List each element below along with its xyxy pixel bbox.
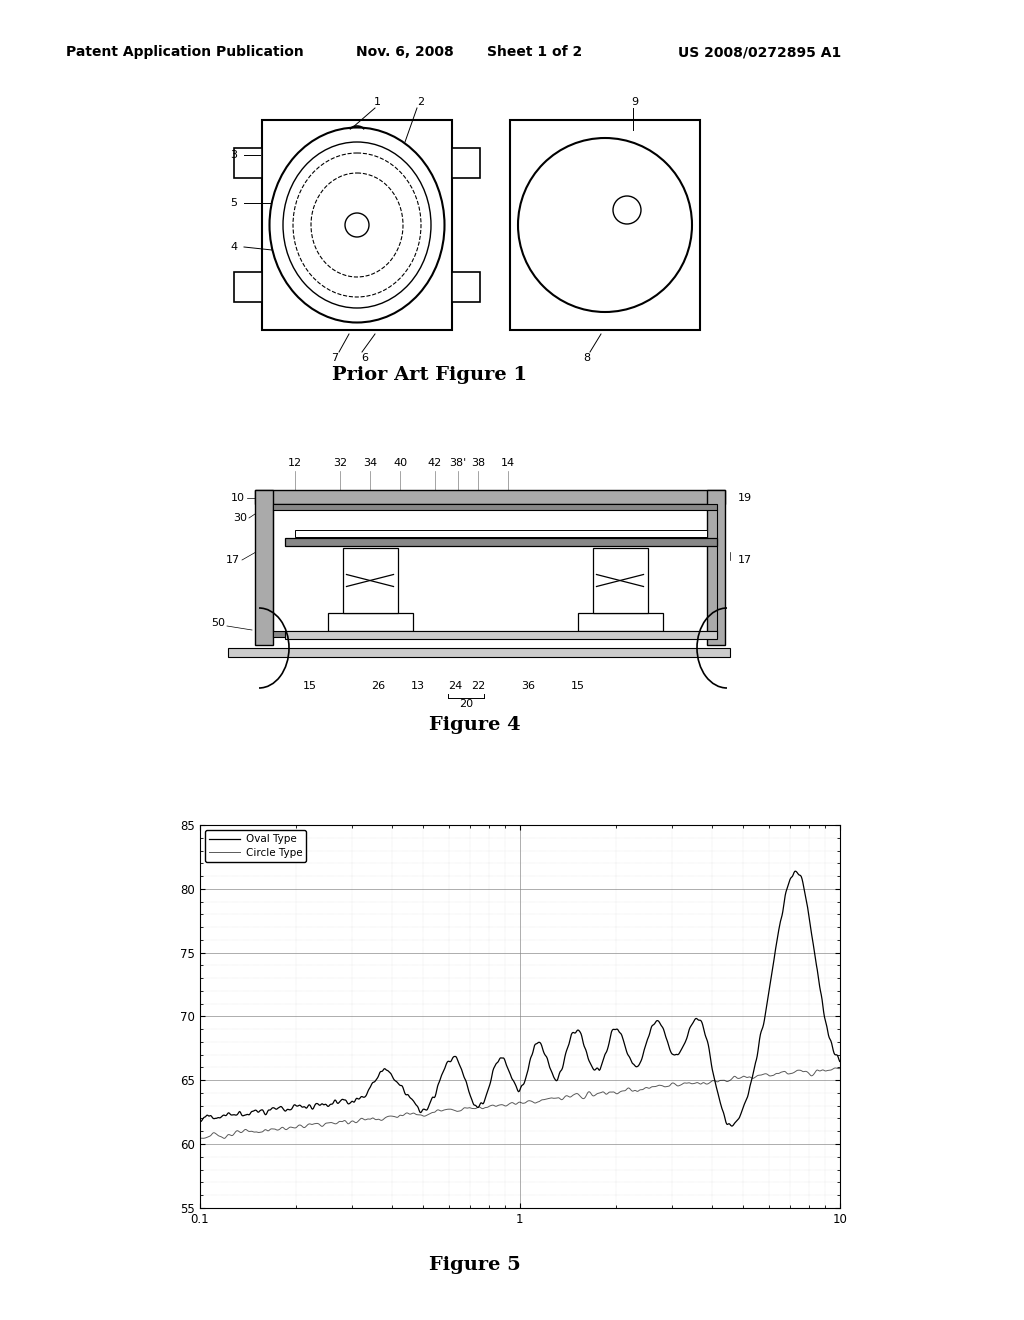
Oval Type — [834, 1053, 846, 1069]
Bar — [328, 612, 413, 631]
Bar — [452, 272, 480, 302]
Circle Type — [566, 1088, 579, 1104]
Text: 10: 10 — [231, 492, 245, 503]
Bar — [707, 490, 725, 645]
Text: 22: 22 — [471, 681, 485, 690]
Text: 50: 50 — [211, 618, 225, 628]
Text: 3: 3 — [230, 150, 238, 160]
Text: 38: 38 — [471, 458, 485, 469]
Oval Type — [745, 1072, 758, 1088]
Oval Type — [790, 863, 802, 879]
Text: 40: 40 — [393, 458, 408, 469]
Line: Circle Type: Circle Type — [200, 1068, 840, 1138]
Oval Type — [601, 1041, 613, 1057]
Text: 30: 30 — [233, 513, 247, 523]
Text: 26: 26 — [371, 681, 385, 690]
Circle Type — [834, 1061, 846, 1077]
Text: 8: 8 — [584, 352, 591, 363]
Bar — [510, 120, 700, 330]
Text: Patent Application Publication: Patent Application Publication — [67, 45, 304, 59]
Text: 38': 38' — [450, 458, 467, 469]
Oval Type — [565, 1027, 578, 1043]
Line: Oval Type: Oval Type — [200, 871, 840, 1126]
Bar — [285, 539, 717, 546]
Circle Type — [680, 1076, 692, 1092]
Text: Sheet 1 of 2: Sheet 1 of 2 — [487, 45, 583, 59]
Bar — [342, 548, 397, 612]
Circle shape — [518, 139, 692, 312]
Text: 32: 32 — [333, 458, 347, 469]
Circle Type — [745, 1071, 758, 1086]
Text: Figure 5: Figure 5 — [429, 1257, 521, 1274]
Text: 20: 20 — [459, 700, 473, 709]
Bar — [285, 631, 717, 639]
Circle Type — [233, 1125, 246, 1140]
Oval Type — [194, 1114, 206, 1130]
Text: 2: 2 — [418, 96, 425, 107]
Text: 14: 14 — [501, 458, 515, 469]
Text: Nov. 6, 2008: Nov. 6, 2008 — [356, 45, 454, 59]
Bar — [593, 548, 647, 612]
Bar — [255, 490, 273, 645]
Circle Type — [194, 1130, 206, 1146]
Bar — [255, 490, 725, 504]
Text: US 2008/0272895 A1: US 2008/0272895 A1 — [678, 45, 842, 59]
Text: 4: 4 — [230, 242, 238, 252]
Text: Figure 4: Figure 4 — [429, 715, 521, 734]
Ellipse shape — [269, 128, 444, 322]
Text: 1: 1 — [374, 96, 381, 107]
Oval Type — [232, 1104, 245, 1119]
Bar — [234, 148, 262, 178]
Bar — [234, 272, 262, 302]
Text: 24: 24 — [447, 681, 462, 690]
Text: 17: 17 — [738, 554, 752, 565]
Bar — [228, 648, 730, 657]
Circle Type — [583, 1084, 595, 1100]
Text: 5: 5 — [230, 198, 238, 209]
Text: 42: 42 — [428, 458, 442, 469]
Bar — [295, 531, 707, 537]
Legend: Oval Type, Circle Type: Oval Type, Circle Type — [205, 830, 306, 862]
Text: 12: 12 — [288, 458, 302, 469]
Oval Type — [582, 1051, 594, 1067]
Text: 36: 36 — [521, 681, 535, 690]
Text: 7: 7 — [332, 352, 339, 363]
Bar — [273, 504, 717, 510]
Text: 6: 6 — [361, 352, 369, 363]
Oval Type — [725, 1118, 737, 1134]
Text: Prior Art Figure 1: Prior Art Figure 1 — [333, 366, 527, 384]
Bar — [452, 148, 480, 178]
Bar — [262, 120, 452, 330]
Text: 9: 9 — [632, 96, 639, 107]
Bar — [578, 612, 663, 631]
Circle Type — [829, 1060, 842, 1076]
Circle shape — [345, 213, 369, 238]
Text: 13: 13 — [411, 681, 425, 690]
Text: 34: 34 — [362, 458, 377, 469]
Text: 15: 15 — [571, 681, 585, 690]
Text: 19: 19 — [738, 492, 752, 503]
Bar — [273, 631, 717, 638]
Text: 17: 17 — [226, 554, 240, 565]
Circle shape — [613, 195, 641, 224]
Oval Type — [679, 1035, 691, 1051]
Text: 15: 15 — [303, 681, 317, 690]
Circle Type — [602, 1085, 614, 1101]
Circle Type — [218, 1130, 230, 1146]
